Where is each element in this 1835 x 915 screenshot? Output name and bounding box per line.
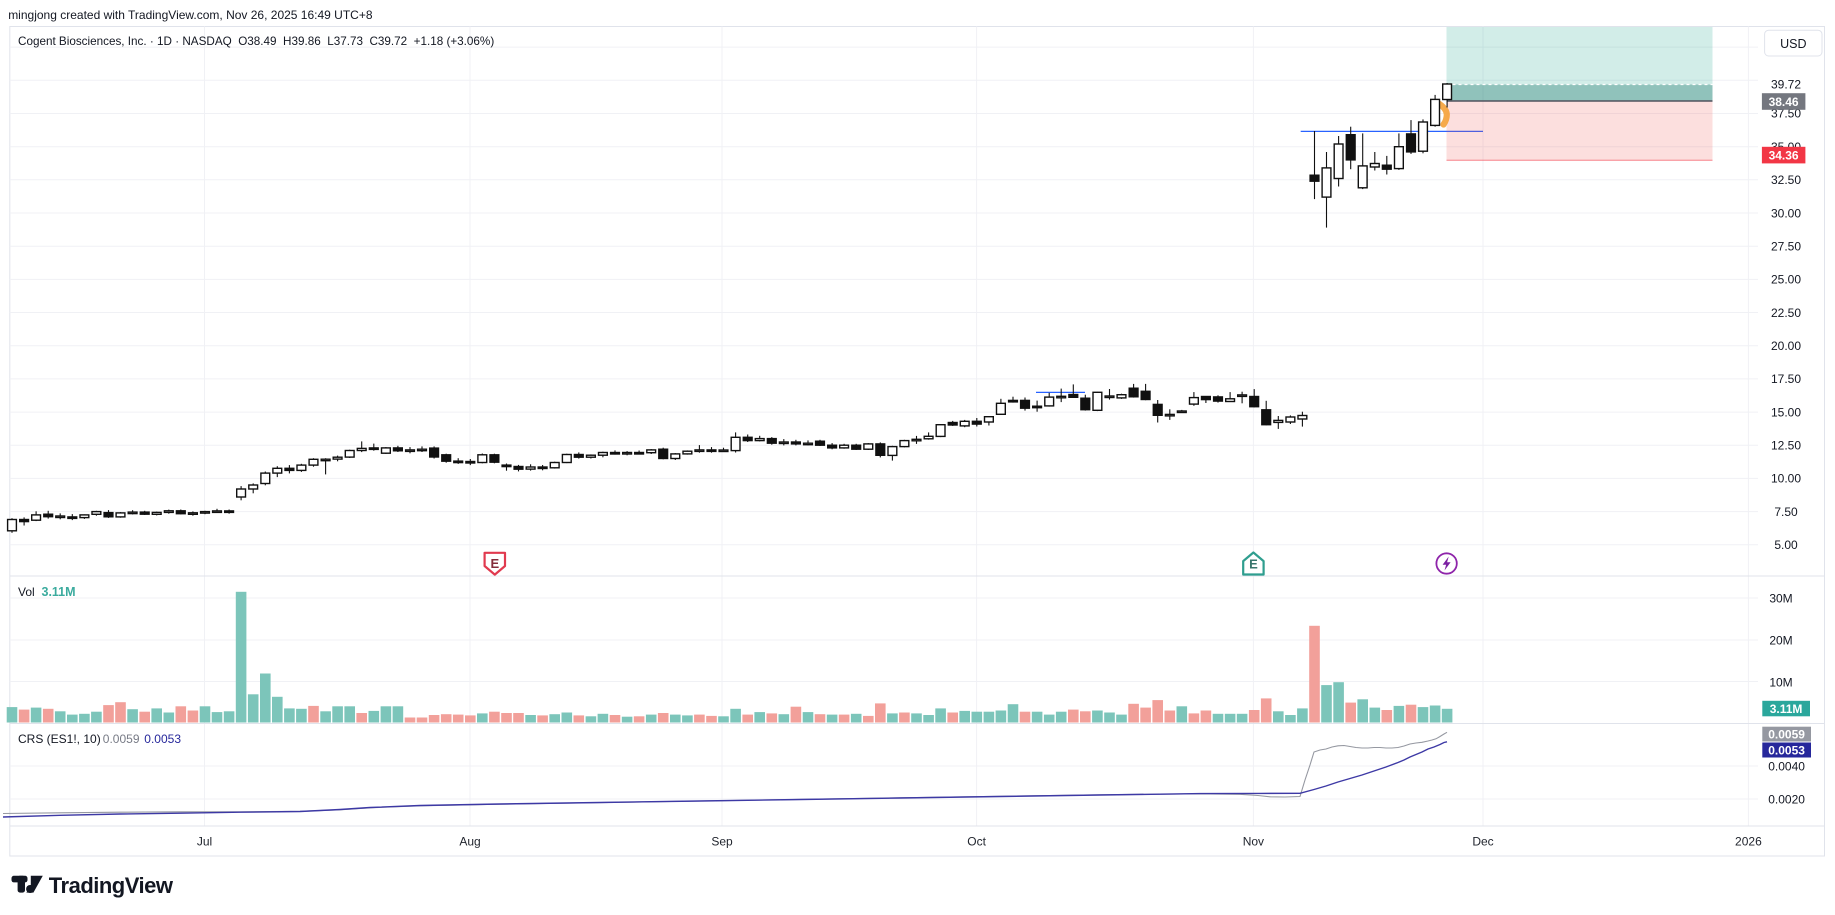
svg-text:Sep: Sep bbox=[711, 835, 733, 849]
svg-text:CRS (ES1!, 10): CRS (ES1!, 10) bbox=[18, 732, 101, 746]
svg-text:27.50: 27.50 bbox=[1771, 239, 1801, 253]
svg-text:0.0059: 0.0059 bbox=[1768, 727, 1805, 741]
svg-text:22.50: 22.50 bbox=[1771, 306, 1801, 320]
svg-text:5.00: 5.00 bbox=[1774, 538, 1798, 552]
svg-text:34.36: 34.36 bbox=[1769, 148, 1799, 162]
svg-text:E: E bbox=[490, 556, 499, 571]
svg-text:mingjong created with TradingV: mingjong created with TradingView.com, N… bbox=[8, 8, 373, 22]
svg-text:Jul: Jul bbox=[197, 835, 212, 849]
svg-text:20M: 20M bbox=[1769, 633, 1792, 647]
svg-text:3.11M: 3.11M bbox=[42, 585, 76, 599]
svg-text:0.0020: 0.0020 bbox=[1768, 792, 1805, 806]
svg-text:USD: USD bbox=[1780, 37, 1806, 51]
svg-text:0.0053: 0.0053 bbox=[144, 732, 181, 746]
svg-text:7.50: 7.50 bbox=[1774, 505, 1798, 519]
svg-text:3.11M: 3.11M bbox=[1770, 702, 1803, 716]
svg-text:Cogent Biosciences, Inc. · 1D: Cogent Biosciences, Inc. · 1D · NASDAQ O… bbox=[18, 35, 494, 48]
svg-text:Nov: Nov bbox=[1243, 835, 1264, 849]
svg-text:10M: 10M bbox=[1769, 675, 1792, 689]
svg-text:38.46: 38.46 bbox=[1769, 95, 1799, 109]
svg-text:15.00: 15.00 bbox=[1771, 405, 1801, 419]
svg-text:30M: 30M bbox=[1769, 591, 1792, 605]
svg-text:25.00: 25.00 bbox=[1771, 273, 1801, 287]
svg-text:Oct: Oct bbox=[967, 835, 986, 849]
svg-text:0.0053: 0.0053 bbox=[1768, 744, 1805, 758]
svg-text:2026: 2026 bbox=[1735, 835, 1762, 849]
svg-text:Vol: Vol bbox=[18, 585, 35, 599]
svg-text:32.50: 32.50 bbox=[1771, 173, 1801, 187]
svg-text:30.00: 30.00 bbox=[1771, 206, 1801, 220]
svg-text:10.00: 10.00 bbox=[1771, 472, 1801, 486]
svg-text:0.0059: 0.0059 bbox=[103, 732, 140, 746]
svg-text:12.50: 12.50 bbox=[1771, 439, 1801, 453]
svg-text:17.50: 17.50 bbox=[1771, 372, 1801, 386]
svg-text:39.72: 39.72 bbox=[1771, 78, 1801, 92]
svg-text:Aug: Aug bbox=[459, 835, 480, 849]
svg-text:0.0040: 0.0040 bbox=[1768, 759, 1805, 773]
svg-text:20.00: 20.00 bbox=[1771, 339, 1801, 353]
svg-text:TradingView: TradingView bbox=[49, 873, 174, 898]
svg-text:Dec: Dec bbox=[1472, 835, 1493, 849]
svg-text:37.50: 37.50 bbox=[1771, 107, 1801, 121]
svg-text:E: E bbox=[1249, 557, 1258, 572]
